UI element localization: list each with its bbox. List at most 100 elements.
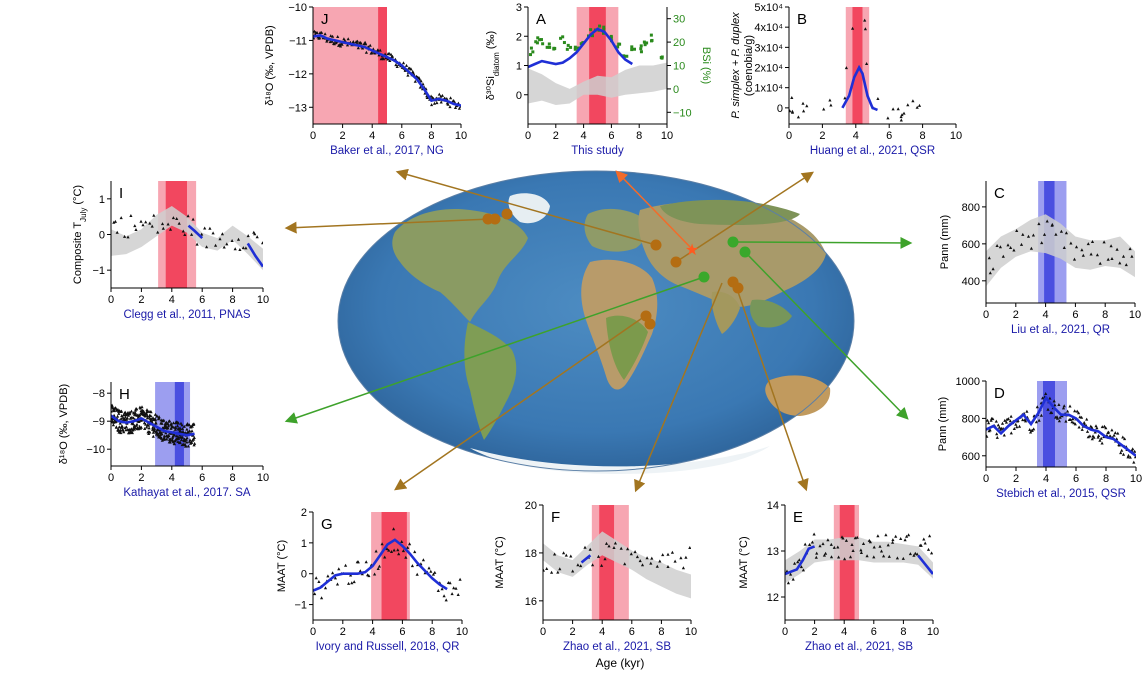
- data-point: [832, 545, 836, 549]
- data-point: [119, 431, 123, 435]
- data-point: [126, 235, 130, 239]
- data-point: [666, 565, 670, 568]
- data-point: [569, 554, 573, 558]
- data-point: [236, 237, 241, 241]
- highlight-band: [378, 7, 387, 124]
- data-point: [173, 433, 177, 437]
- data-point: [998, 245, 1002, 249]
- site-brown: [650, 239, 662, 251]
- bsi-point: [534, 40, 538, 44]
- data-point: [919, 543, 923, 547]
- bsi-point: [536, 36, 540, 40]
- data-point: [431, 572, 435, 576]
- data-point: [454, 586, 458, 590]
- data-point: [1097, 434, 1101, 437]
- x-tick-label: 10: [257, 472, 269, 484]
- data-point: [562, 551, 566, 555]
- data-point: [340, 42, 344, 46]
- x-tick-label: 6: [629, 626, 635, 638]
- data-point: [346, 37, 350, 41]
- data-point: [166, 424, 171, 428]
- data-point: [1112, 433, 1116, 437]
- y-tick-label: 5x10⁴: [754, 2, 783, 14]
- data-point: [401, 549, 405, 553]
- data-point: [844, 66, 848, 70]
- data-point: [926, 547, 931, 551]
- data-point: [155, 414, 159, 418]
- data-point: [859, 551, 863, 554]
- smoothed-line: [580, 554, 592, 564]
- data-point: [1080, 415, 1084, 419]
- data-point: [1059, 229, 1063, 233]
- data-point: [989, 418, 993, 422]
- data-point: [1070, 420, 1074, 424]
- data-point: [119, 216, 123, 220]
- data-point: [850, 543, 854, 546]
- arrow-to-I: [284, 218, 491, 234]
- data-point: [392, 527, 396, 531]
- data-point: [915, 105, 919, 109]
- data-point: [821, 542, 825, 546]
- highlight-band: [589, 7, 606, 124]
- data-point: [376, 48, 380, 52]
- data-point: [140, 405, 144, 409]
- bsi-point: [541, 42, 545, 46]
- data-point: [119, 416, 123, 420]
- data-point: [123, 426, 127, 430]
- y-axis-label: MAAT (°C): [494, 536, 506, 588]
- data-point: [640, 563, 645, 567]
- data-point: [902, 111, 906, 115]
- data-point: [114, 419, 118, 423]
- data-point: [556, 570, 560, 574]
- data-point: [166, 425, 170, 429]
- data-point: [1025, 409, 1029, 413]
- x-tick-label: 8: [658, 626, 664, 638]
- data-point: [1132, 460, 1136, 464]
- x-tick-label: 6: [199, 294, 205, 306]
- data-point: [661, 553, 665, 557]
- data-point: [179, 438, 184, 442]
- site-brown: [670, 256, 682, 268]
- data-point: [208, 226, 212, 230]
- data-point: [418, 85, 422, 89]
- x-tick-label: 10: [950, 130, 962, 142]
- data-point: [150, 224, 154, 228]
- data-point: [323, 32, 327, 36]
- data-point: [421, 558, 425, 562]
- data-point: [149, 410, 153, 414]
- bsi-point: [569, 45, 573, 49]
- data-point: [1039, 413, 1043, 417]
- bsi-point: [598, 24, 602, 28]
- data-point: [190, 429, 194, 433]
- data-point: [917, 103, 922, 107]
- data-point: [1095, 426, 1099, 430]
- data-point: [230, 239, 234, 242]
- panel-letter: F: [551, 509, 560, 526]
- data-point: [128, 410, 132, 414]
- data-point: [185, 436, 189, 440]
- data-point: [790, 96, 794, 99]
- y-tick-label: 2: [516, 31, 522, 43]
- bsi-point: [548, 45, 552, 49]
- data-point: [1099, 436, 1103, 440]
- bsi-point: [535, 41, 539, 45]
- data-point: [1069, 241, 1073, 245]
- data-point: [872, 555, 876, 559]
- data-point: [1096, 435, 1100, 439]
- data-point: [987, 256, 991, 260]
- data-point: [389, 550, 394, 553]
- data-point: [1120, 448, 1124, 452]
- data-point: [145, 408, 149, 412]
- data-point: [863, 18, 867, 22]
- data-point: [404, 63, 409, 67]
- data-point: [168, 227, 173, 231]
- data-point: [818, 544, 822, 548]
- data-point: [377, 564, 381, 568]
- data-point: [168, 440, 172, 444]
- plot-area: [785, 505, 933, 620]
- data-point: [124, 425, 128, 429]
- y-tick-label: 800: [962, 413, 980, 425]
- data-point: [167, 434, 171, 438]
- data-point: [135, 422, 139, 426]
